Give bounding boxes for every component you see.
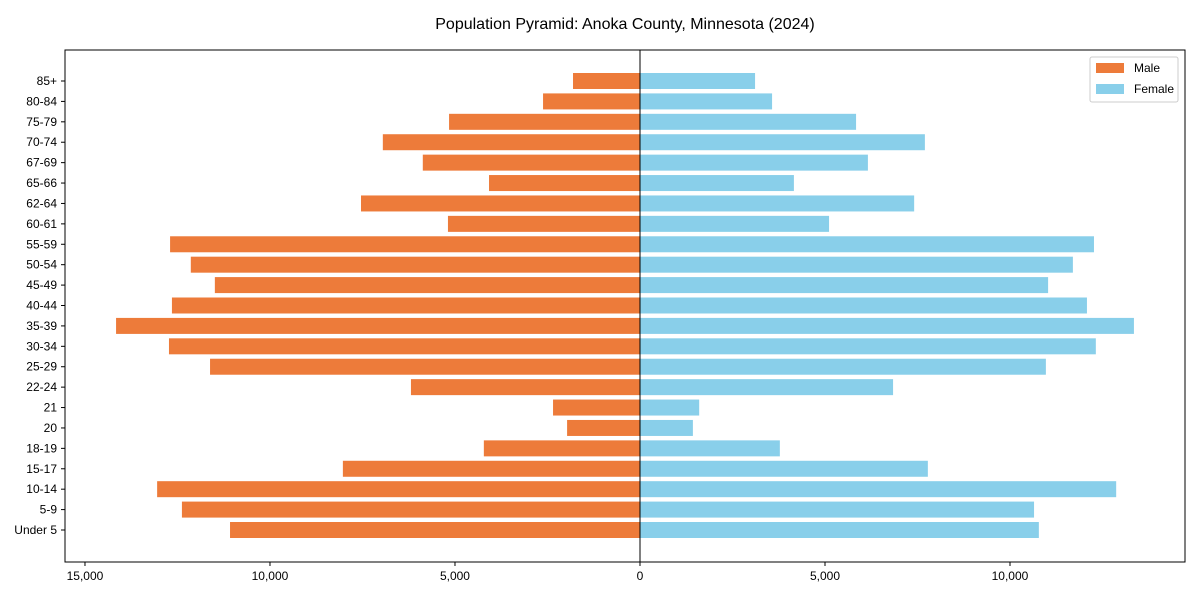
legend-label-male: Male — [1134, 61, 1160, 75]
bar-female-65-66 — [639, 175, 794, 192]
y-tick-label: 45-49 — [26, 278, 57, 292]
bar-male-under-5 — [230, 522, 640, 538]
y-tick-label: 50-54 — [26, 258, 57, 272]
bar-male-65-66 — [489, 175, 640, 192]
y-tick-label: 10-14 — [26, 482, 57, 496]
y-tick-label: 20 — [44, 421, 58, 435]
bar-male-45-49 — [214, 277, 640, 294]
plot-frame — [64, 49, 1186, 563]
bar-male-67-69 — [422, 154, 640, 171]
y-tick-label: 35-39 — [26, 319, 57, 333]
y-tick-label: 30-34 — [26, 339, 57, 353]
bar-female-15-17 — [639, 460, 928, 477]
y-tick-label: 62-64 — [26, 196, 57, 210]
y-tick-label: 40-44 — [26, 299, 57, 313]
bar-female-85+ — [639, 73, 756, 89]
bar-female-5-9 — [639, 501, 1035, 518]
bar-male-35-39 — [116, 317, 640, 334]
bar-female-25-29 — [639, 358, 1046, 375]
bar-female-35-39 — [639, 317, 1134, 334]
bar-female-50-54 — [639, 256, 1073, 273]
y-tick-label: 80-84 — [26, 94, 57, 108]
x-tick-label: 15,000 — [67, 569, 104, 583]
legend-swatch-male — [1096, 63, 1124, 73]
y-tick-label: 60-61 — [26, 217, 57, 231]
y-tick-label: 85+ — [37, 74, 57, 88]
bar-male-55-59 — [170, 236, 640, 253]
bar-female-10-14 — [639, 481, 1117, 498]
y-tick-label: 18-19 — [26, 441, 57, 455]
y-tick-label: 5-9 — [40, 503, 58, 517]
bar-male-75-79 — [449, 113, 640, 130]
bar-female-21 — [639, 399, 700, 416]
y-tick-label: 15-17 — [26, 462, 57, 476]
y-tick-label: 67-69 — [26, 156, 57, 170]
bar-male-21 — [553, 399, 640, 416]
bar-male-22-24 — [410, 379, 640, 396]
bar-male-25-29 — [210, 358, 640, 375]
y-tick-label: 65-66 — [26, 176, 57, 190]
bar-male-60-61 — [447, 215, 640, 232]
bar-female-under-5 — [639, 522, 1039, 538]
x-tick-label: 10,000 — [252, 569, 289, 583]
bar-female-62-64 — [639, 195, 915, 212]
bar-female-18-19 — [639, 440, 780, 457]
x-tick-label: 5,000 — [810, 569, 840, 583]
bar-male-15-17 — [342, 460, 640, 477]
y-tick-label: 21 — [44, 401, 58, 415]
bar-female-60-61 — [639, 215, 830, 232]
y-tick-label: 55-59 — [26, 237, 57, 251]
y-tick-label: Under 5 — [14, 523, 57, 537]
bar-female-80-84 — [639, 93, 773, 110]
bar-female-30-34 — [639, 338, 1096, 355]
bar-female-55-59 — [639, 236, 1094, 253]
bar-male-70-74 — [382, 134, 640, 151]
bar-male-18-19 — [483, 440, 640, 457]
bar-male-62-64 — [361, 195, 640, 212]
bar-female-45-49 — [639, 277, 1049, 294]
y-tick-label: 70-74 — [26, 135, 57, 149]
x-tick-label: 0 — [637, 569, 644, 583]
bar-male-85+ — [573, 73, 640, 89]
bar-male-20 — [567, 419, 640, 436]
bar-female-40-44 — [639, 297, 1087, 314]
bar-male-10-14 — [157, 481, 640, 498]
y-tick-label: 22-24 — [26, 380, 57, 394]
bar-female-67-69 — [639, 154, 868, 171]
bar-female-22-24 — [639, 379, 894, 396]
bar-female-20 — [639, 419, 693, 436]
x-tick-label: 10,000 — [992, 569, 1029, 583]
bar-female-70-74 — [639, 134, 925, 151]
chart-title: Population Pyramid: Anoka County, Minnes… — [435, 16, 814, 33]
x-tick-label: 5,000 — [440, 569, 470, 583]
bar-male-80-84 — [543, 93, 640, 110]
legend-swatch-female — [1096, 84, 1124, 94]
y-tick-label: 75-79 — [26, 115, 57, 129]
bar-female-75-79 — [639, 113, 857, 130]
bar-male-50-54 — [190, 256, 640, 273]
bar-male-30-34 — [168, 338, 640, 355]
bar-male-5-9 — [181, 501, 640, 518]
legend-label-female: Female — [1134, 82, 1174, 96]
y-tick-label: 25-29 — [26, 360, 57, 374]
bar-male-40-44 — [171, 297, 640, 314]
legend: Male Female — [1089, 56, 1179, 103]
